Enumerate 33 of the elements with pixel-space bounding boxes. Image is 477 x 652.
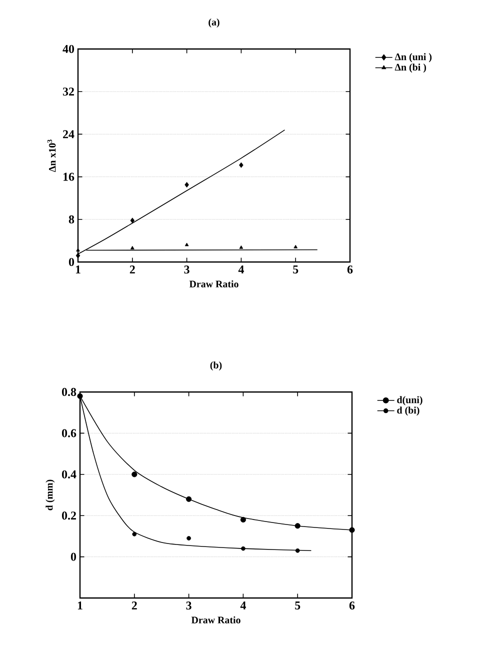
x-tick-label: 1 bbox=[78, 602, 82, 610]
x-tick-label: 6 bbox=[347, 266, 353, 274]
x-tick-label: 4 bbox=[240, 602, 246, 610]
legend-label: d (bi) bbox=[397, 406, 420, 416]
x-tick-label: 3 bbox=[184, 266, 190, 274]
y-tick-label: 0.4 bbox=[62, 470, 76, 478]
x-tick-label: 2 bbox=[130, 266, 135, 274]
y-tick-label: 0.6 bbox=[62, 429, 76, 438]
legend-label: Δn (uni ) bbox=[394, 53, 432, 62]
y-tick-label: 8 bbox=[68, 215, 74, 224]
y-tick-label: 0.8 bbox=[62, 388, 76, 396]
x-tick-label: 5 bbox=[295, 602, 300, 610]
x-tick-label: 2 bbox=[132, 602, 137, 610]
chart-title: (b) bbox=[210, 361, 222, 371]
x-axis-title: Draw Ratio bbox=[189, 280, 238, 288]
legend-label: Δn (bi ) bbox=[394, 64, 426, 73]
y-axis-title: Δn x10$^{3}$ bbox=[47, 140, 56, 172]
x-tick-label: 3 bbox=[186, 602, 192, 610]
x-tick-label: 6 bbox=[349, 602, 355, 610]
x-tick-label: 4 bbox=[238, 266, 244, 274]
y-tick-label: 40 bbox=[62, 44, 74, 54]
legend-label: d(uni) bbox=[397, 396, 422, 406]
chart-title: (a) bbox=[208, 18, 220, 28]
x-tick-label: 5 bbox=[293, 266, 298, 274]
x-tick-label: 1 bbox=[76, 266, 80, 274]
y-tick-label: 32 bbox=[62, 88, 74, 96]
y-tick-label: 24 bbox=[63, 130, 74, 138]
y-axis-title: d (mm) bbox=[46, 480, 55, 510]
y-tick-label: 0.2 bbox=[62, 512, 76, 520]
y-tick-label: 16 bbox=[63, 172, 74, 181]
y-tick-label: 0 bbox=[68, 258, 74, 266]
y-tick-label: 0 bbox=[70, 552, 76, 561]
x-axis-title: Draw Ratio bbox=[191, 616, 240, 624]
